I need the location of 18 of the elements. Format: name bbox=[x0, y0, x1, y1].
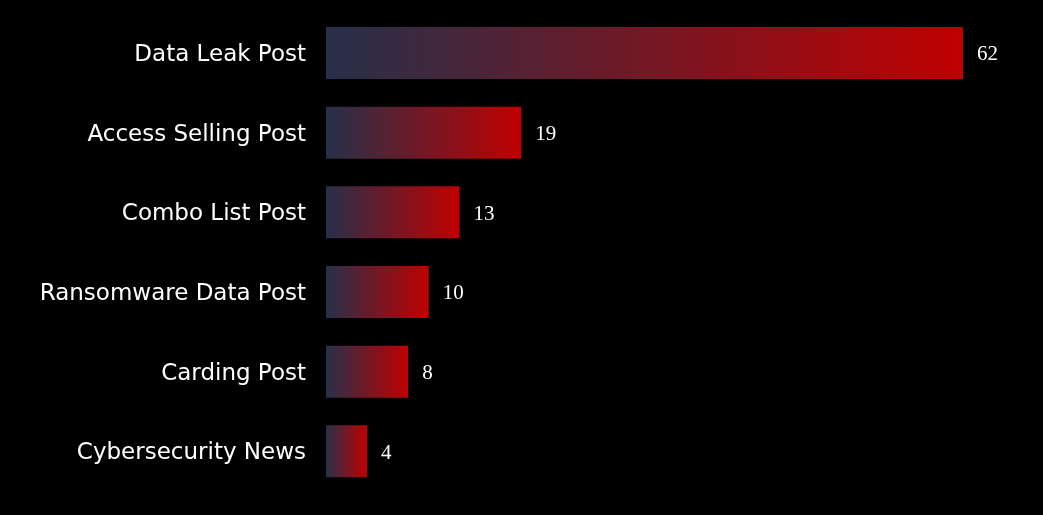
data-label: 8 bbox=[422, 360, 433, 385]
y-tick-label: Carding Post bbox=[161, 358, 306, 385]
y-tick-label: Access Selling Post bbox=[87, 119, 306, 146]
data-label: 19 bbox=[535, 121, 557, 146]
data-label: 10 bbox=[442, 280, 464, 305]
y-tick-label: Cybersecurity News bbox=[76, 438, 306, 465]
y-tick-label: Data Leak Post bbox=[134, 40, 306, 66]
bar bbox=[326, 345, 409, 398]
y-tick-label: Ransomware Data Post bbox=[39, 279, 306, 305]
y-tick-label: Combo List Post bbox=[121, 199, 306, 226]
data-label: 4 bbox=[381, 439, 393, 464]
bar bbox=[326, 186, 460, 239]
bar bbox=[326, 425, 368, 478]
bar bbox=[326, 266, 429, 318]
data-label: 13 bbox=[473, 200, 495, 225]
data-label: 62 bbox=[977, 41, 998, 66]
bar bbox=[326, 27, 963, 79]
bar bbox=[326, 106, 522, 159]
